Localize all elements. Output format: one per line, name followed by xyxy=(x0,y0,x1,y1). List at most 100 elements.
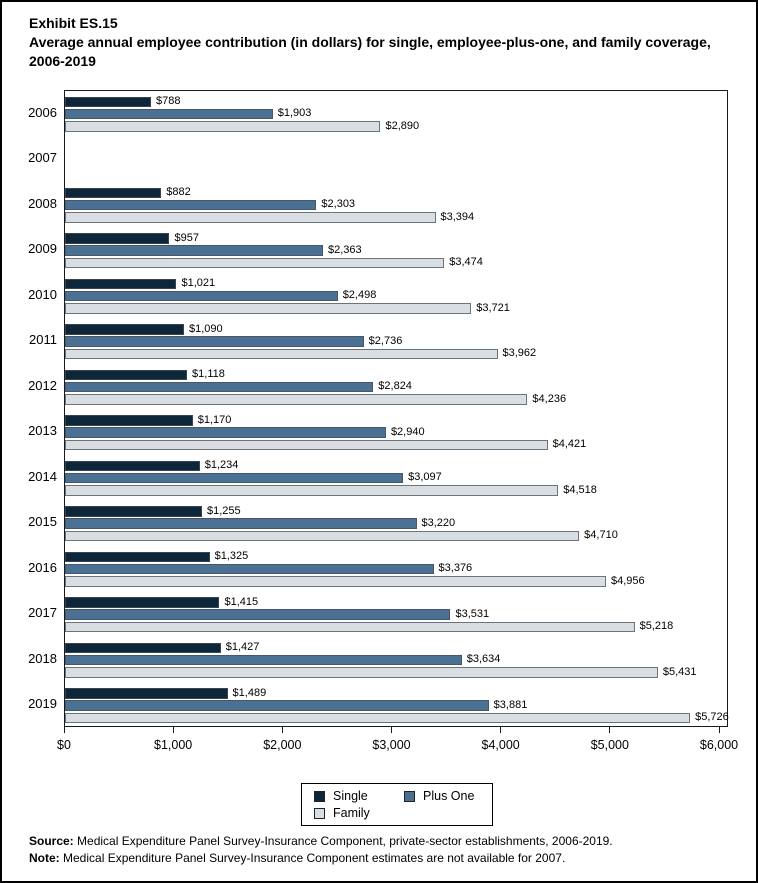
year-label: 2013 xyxy=(28,423,57,439)
year-label: 2015 xyxy=(28,514,57,530)
x-axis-tick-label: $6,000 xyxy=(699,738,739,752)
bar-value-label: $2,303 xyxy=(321,198,356,211)
bar-family xyxy=(65,348,498,360)
chart-title: Average annual employee contribution (in… xyxy=(29,34,711,69)
bar-single xyxy=(65,324,184,335)
bar-plus-one xyxy=(65,336,364,347)
bar-value-label: $1,325 xyxy=(214,550,249,562)
source-label: Source: xyxy=(29,834,74,848)
bar-value-label: $4,710 xyxy=(584,529,618,542)
bar-plus-one xyxy=(65,609,451,620)
bar-single xyxy=(65,506,202,517)
x-axis-tick xyxy=(281,727,283,733)
x-axis-tick-label: $4,000 xyxy=(481,738,520,752)
bar-value-label: $1,118 xyxy=(192,368,225,380)
bar-value-label: $1,427 xyxy=(225,641,260,653)
x-axis-tick xyxy=(718,727,720,733)
x-axis-tick-label: $5,000 xyxy=(590,738,629,752)
bar-family xyxy=(65,439,548,451)
bar-value-label: $3,721 xyxy=(476,301,510,314)
bar-family xyxy=(65,530,580,542)
bar-value-label: $4,956 xyxy=(611,574,645,587)
bar-value-label: $3,220 xyxy=(421,516,456,529)
bar-value-label: $1,903 xyxy=(277,107,312,120)
bar-value-label: $1,170 xyxy=(197,413,232,426)
exhibit-number: Exhibit ES.15 xyxy=(29,15,118,31)
bar-plus-one xyxy=(65,381,374,393)
bar-value-label: $3,097 xyxy=(408,471,442,484)
bar-family xyxy=(65,712,691,724)
x-axis-tick-label: $1,000 xyxy=(154,738,193,752)
legend-label: Plus One xyxy=(423,789,475,803)
bar-family xyxy=(65,394,528,405)
bar-single xyxy=(65,642,221,653)
legend-item-single: Single xyxy=(314,789,404,803)
bar-plus-one xyxy=(65,700,489,711)
bar-single xyxy=(65,597,220,608)
note-text: Medical Expenditure Panel Survey-Insuran… xyxy=(59,850,566,865)
bar-plus-one xyxy=(65,427,386,438)
bar-single xyxy=(65,551,210,562)
x-axis-tick xyxy=(172,727,174,733)
year-label: 2014 xyxy=(28,468,57,484)
bar-value-label: $3,394 xyxy=(440,210,475,223)
legend-item-plus-one: Plus One xyxy=(404,789,486,803)
bar-value-label: $5,726 xyxy=(695,711,729,724)
bar-plus-one xyxy=(65,563,434,575)
bar-value-label: $2,498 xyxy=(342,289,377,302)
bar-value-label: $2,824 xyxy=(378,380,412,393)
bar-single xyxy=(65,96,152,107)
year-label: 2019 xyxy=(28,696,57,712)
bar-plus-one xyxy=(65,472,404,484)
bar-plus-one xyxy=(65,108,273,120)
year-label: 2009 xyxy=(28,241,57,257)
bar-single xyxy=(65,415,193,426)
plot-area: $788 $1,903 $2,890 $882 $2,303 $3,394 $957 $2,3… xyxy=(64,90,729,727)
x-axis-tick-label: $3,000 xyxy=(372,738,411,752)
bar-value-label: $4,236 xyxy=(532,392,567,405)
bar-family xyxy=(65,576,607,587)
source-line: Source: Medical Expenditure Panel Survey… xyxy=(29,833,745,850)
bar-family xyxy=(65,121,381,132)
bar-value-label: $882 xyxy=(166,186,191,198)
year-label: 2006 xyxy=(28,104,57,120)
bar-single xyxy=(65,233,170,244)
bar-value-label: $3,376 xyxy=(438,562,473,575)
bar-single xyxy=(65,369,188,380)
x-axis-tick-label: $0 xyxy=(57,738,71,752)
bar-value-label: $4,518 xyxy=(563,483,597,496)
chart-title-block: Exhibit ES.15 Average annual employee co… xyxy=(29,14,741,71)
bar-value-label: $2,736 xyxy=(368,334,403,347)
bar-value-label: $3,474 xyxy=(449,256,483,269)
bar-single xyxy=(65,278,177,289)
x-axis-tick xyxy=(609,727,611,733)
bar-family xyxy=(65,212,436,223)
year-label: 2007 xyxy=(28,150,57,166)
year-label: 2012 xyxy=(28,377,57,393)
x-axis-tick xyxy=(63,727,65,733)
x-axis-tick xyxy=(391,727,392,733)
bar-value-label: $3,531 xyxy=(455,607,490,620)
legend-label: Family xyxy=(333,806,370,820)
footer-notes: Source: Medical Expenditure Panel Survey… xyxy=(29,833,745,866)
bar-plus-one xyxy=(65,290,338,302)
bar-value-label: $1,234 xyxy=(204,459,239,471)
legend-swatch-icon xyxy=(314,807,325,819)
bar-single xyxy=(65,460,200,471)
bar-plus-one xyxy=(65,518,417,529)
year-label: 2011 xyxy=(29,332,57,348)
bar-value-label: $957 xyxy=(174,231,199,244)
bar-value-label: $2,890 xyxy=(385,119,420,132)
x-axis-tick-label: $2,000 xyxy=(263,738,302,752)
bar-family xyxy=(65,303,472,314)
bar-value-label: $1,090 xyxy=(188,322,223,335)
year-label: 2016 xyxy=(28,559,57,575)
bar-value-label: $2,363 xyxy=(327,243,362,256)
bar-single xyxy=(65,688,228,699)
note-label: Note: xyxy=(29,850,60,865)
year-label: 2017 xyxy=(28,605,57,621)
source-text: Medical Expenditure Panel Survey-Insuran… xyxy=(73,834,613,848)
legend-label: Single xyxy=(333,789,368,803)
